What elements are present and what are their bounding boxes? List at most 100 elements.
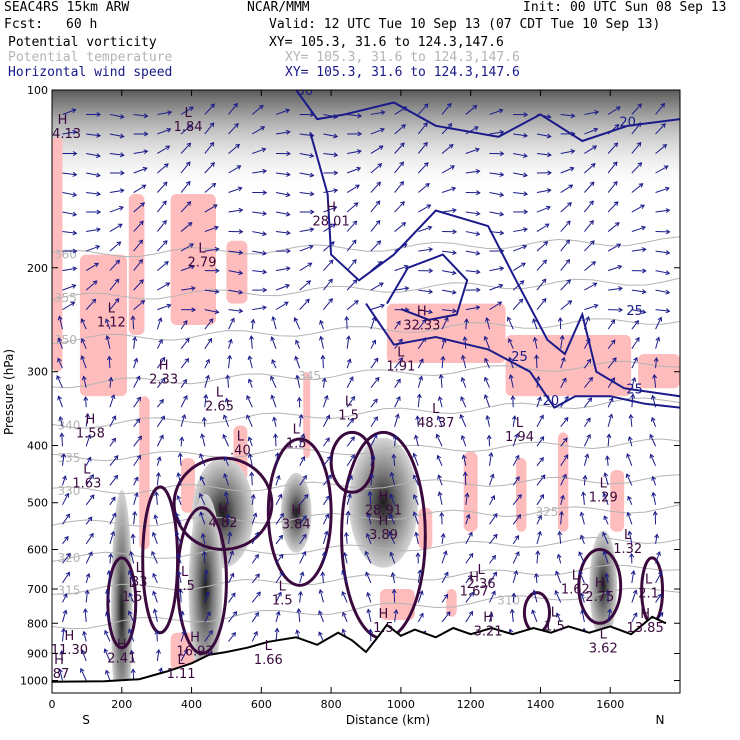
wind-vector — [651, 417, 657, 427]
wind-vector-head — [132, 510, 138, 516]
extremum-type-label: L — [136, 561, 144, 576]
wind-vector-head — [493, 533, 498, 539]
wind-vector — [461, 377, 467, 388]
wind-vector-head — [214, 246, 220, 252]
pv-shade-region — [181, 458, 196, 513]
wind-vector — [109, 133, 124, 138]
wind-vector-head — [366, 608, 372, 614]
wind-vector — [180, 611, 184, 623]
wind-vector-head — [274, 627, 280, 633]
wind-vector — [560, 113, 575, 117]
wind-vector — [650, 454, 657, 466]
wind-vector — [417, 162, 429, 174]
x-tick-label: 1400 — [526, 698, 554, 711]
wind-vector-head — [79, 667, 85, 673]
wind-vector-head — [92, 280, 98, 285]
wind-vector — [584, 111, 599, 115]
wind-vector — [62, 513, 70, 525]
wind-vector — [323, 113, 338, 118]
wind-vector — [85, 494, 95, 506]
x-tick-label: 1200 — [457, 698, 485, 711]
wind-vector — [652, 395, 657, 408]
pv-core-shading — [280, 472, 312, 553]
wind-vector-head — [159, 434, 164, 440]
wind-vector — [584, 397, 592, 408]
terrain-surface — [52, 615, 667, 683]
wind-vector-head — [262, 305, 267, 311]
wind-vector — [346, 511, 349, 525]
wind-vector — [318, 631, 324, 642]
wind-vector-head — [584, 453, 590, 459]
wind-vector-head — [283, 301, 289, 307]
wind-vector — [631, 103, 642, 115]
pv-shade-region — [610, 469, 625, 532]
wind-vector-head — [323, 530, 329, 536]
wind-vector — [204, 338, 212, 349]
wind-vector — [560, 300, 572, 311]
wind-vector-head — [547, 152, 552, 158]
wind-vector-head — [85, 572, 91, 578]
wind-vector — [536, 189, 551, 194]
wind-vector — [204, 394, 207, 408]
wind-vector-head — [111, 496, 116, 502]
wind-vector-head — [428, 309, 434, 315]
wind-vector-head — [537, 396, 542, 402]
wind-vector — [631, 337, 640, 349]
wind-vector — [631, 394, 634, 408]
wind-vector — [271, 359, 277, 369]
wind-vector-head — [421, 318, 427, 324]
wind-vector — [604, 472, 609, 486]
wind-vector — [133, 397, 141, 408]
wind-vector — [582, 492, 585, 505]
y-axis-label: Pressure (hPa) — [2, 349, 16, 435]
wind-vector — [322, 378, 326, 388]
wind-vector — [57, 358, 63, 369]
wind-vector-head — [319, 335, 324, 341]
pv-shade-region — [79, 254, 128, 397]
wind-vector — [489, 267, 504, 272]
wind-vector — [275, 131, 290, 135]
wind-vector-head — [563, 416, 569, 422]
wind-vector-head — [539, 494, 545, 499]
wind-vector-head — [610, 339, 616, 345]
wind-vector-head — [72, 192, 78, 198]
wind-vector-head — [650, 416, 656, 422]
wind-vector — [84, 609, 87, 622]
wind-vector — [272, 316, 277, 330]
wind-vector — [413, 511, 419, 525]
extremum-value-label: .87 — [49, 667, 70, 682]
wind-vector-head — [615, 106, 621, 111]
wind-vector — [509, 357, 514, 369]
wind-vector — [394, 321, 401, 330]
wind-vector-head — [157, 317, 163, 323]
y-tick-label: 400 — [27, 440, 48, 453]
wind-vector — [437, 455, 443, 466]
wind-vector — [536, 223, 550, 232]
wind-vector-head — [632, 589, 638, 595]
wind-vector-head — [293, 317, 299, 322]
wind-vector — [128, 611, 135, 623]
wind-vector-head — [398, 357, 404, 363]
wind-vector — [436, 434, 443, 447]
wind-vector-head — [273, 433, 279, 439]
wind-vector — [607, 339, 616, 349]
wind-vector — [393, 589, 396, 603]
wind-vector-head — [151, 550, 156, 556]
wind-vector-head — [373, 398, 378, 404]
extremum-value-label: 1.29 — [589, 491, 618, 506]
wind-vector-head — [491, 554, 497, 560]
wind-vector-head — [127, 569, 133, 575]
wind-vector-head — [450, 165, 456, 170]
wind-vector-head — [586, 358, 592, 364]
wind-vector — [270, 376, 277, 388]
wind-vector — [631, 162, 642, 174]
wind-vector-head — [309, 227, 315, 233]
wind-vector-head — [366, 591, 371, 597]
extremum-value-label: 2.36 — [467, 577, 496, 592]
wind-vector — [389, 514, 396, 525]
wind-vector-head — [72, 248, 78, 254]
wind-vector — [438, 396, 443, 408]
wind-vector-head — [636, 122, 642, 128]
pv-shade-region — [128, 193, 145, 336]
wind-vector-head — [485, 316, 490, 322]
